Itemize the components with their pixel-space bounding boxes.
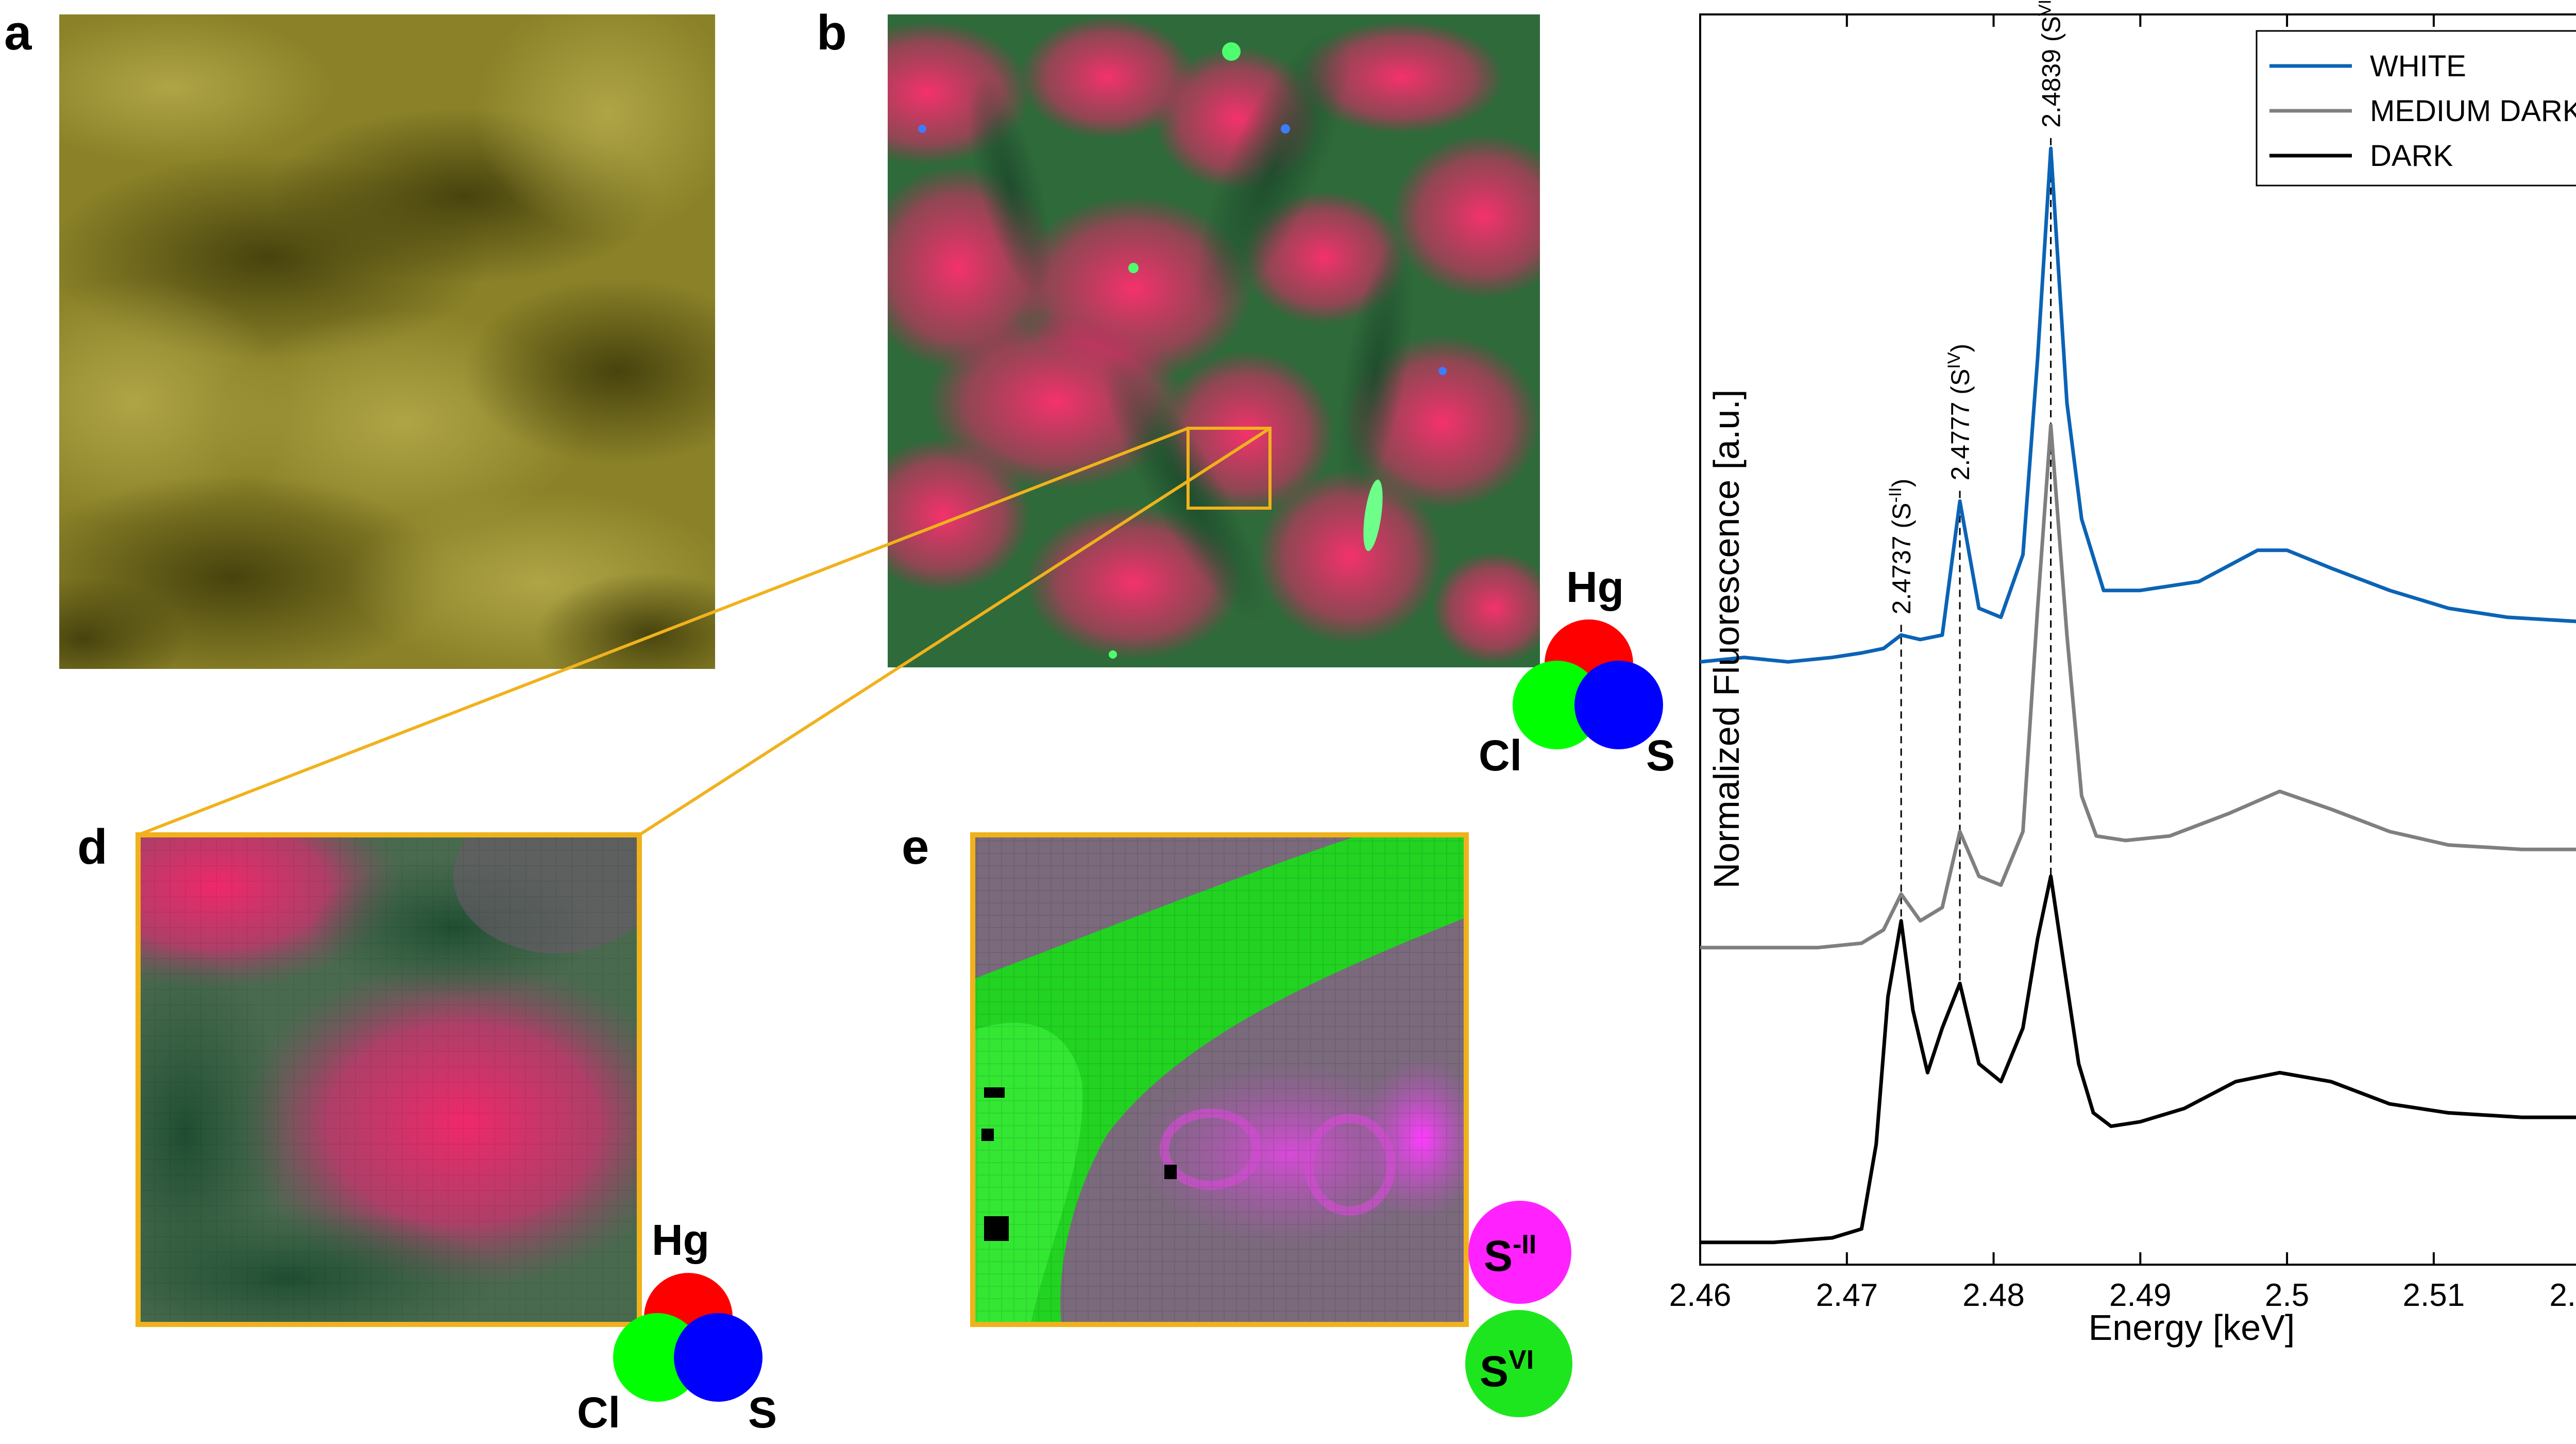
series-line-medium-dark xyxy=(1700,423,2576,950)
x-axis: 2.46 2.47 2.48 2.49 2.5 2.51 2.52 xyxy=(1669,14,2576,1313)
panel-label-e: e xyxy=(902,819,929,875)
panel-b-xrf-map xyxy=(888,14,1540,667)
x-tick-label: 2.46 xyxy=(1669,1278,1732,1313)
panel-a-optical-image xyxy=(59,14,715,669)
x-tick-label: 2.49 xyxy=(2109,1278,2172,1313)
x-tick-label: 2.52 xyxy=(2549,1278,2576,1313)
legend-label-white: WHITE xyxy=(2370,49,2466,83)
legend-label-medium-dark: MEDIUM DARK xyxy=(2370,94,2576,128)
series-line-white xyxy=(1700,146,2576,664)
panel-label-b: b xyxy=(817,5,847,60)
series-group xyxy=(1700,146,2576,1245)
legend-hg-d: Hg xyxy=(652,1216,709,1264)
panel-e-sulfur-map xyxy=(973,835,1466,1324)
rgb-legend-b: Hg Cl S xyxy=(1479,563,1675,780)
sulfur-legend-e: S-II SVI xyxy=(1465,1201,1572,1417)
panel-label-d: d xyxy=(77,819,108,875)
plot-area xyxy=(1699,13,2576,1266)
panel-label-a: a xyxy=(4,5,32,60)
series-line-dark xyxy=(1700,874,2576,1245)
legend-box xyxy=(2256,30,2576,187)
legend-s-minus-ii: S-II xyxy=(1484,1230,1536,1280)
rgb-legend-d: Hg Cl S xyxy=(577,1216,777,1437)
rgb-venn-b xyxy=(1513,619,1663,749)
panel-d-frame xyxy=(135,832,642,1327)
x-tick-label: 2.48 xyxy=(1962,1278,2025,1313)
legend-s-vi: SVI xyxy=(1480,1345,1534,1396)
x-tick-label: 2.51 xyxy=(2403,1278,2465,1313)
spectra-chart: 2.4737 (S-II) 2.4777 (SIV) 2.4839 (SVI) 2.… xyxy=(1669,0,2576,1348)
peak-label: 2.4777 (SIV) xyxy=(1944,344,1975,481)
peak-label: 2.4839 (SVI) xyxy=(2036,0,2066,128)
zoom-region-box xyxy=(1187,427,1272,510)
zoom-connector-left xyxy=(137,427,1189,836)
legend-s-d: S xyxy=(748,1388,777,1437)
panel-d-zoomed-map xyxy=(138,835,639,1324)
peak-label: 2.4737 (S-II) xyxy=(1886,479,1916,615)
legend-s-ii-circle xyxy=(1468,1201,1571,1304)
x-axis-label: Energy [keV] xyxy=(2089,1307,2295,1348)
chart-legend: WHITE MEDIUM DARK DARK xyxy=(2256,30,2576,187)
peak-marker-group: 2.4737 (S-II) 2.4777 (SIV) 2.4839 (SVI) xyxy=(1886,0,2066,984)
legend-label-dark: DARK xyxy=(2370,139,2453,173)
y-axis-label: Normalized Fluorescence [a.u.] xyxy=(1706,390,1747,889)
legend-hg-b: Hg xyxy=(1566,563,1624,611)
legend-cl-b: Cl xyxy=(1479,731,1522,780)
x-tick-label: 2.5 xyxy=(2265,1278,2309,1313)
zoom-connector-right xyxy=(638,427,1271,836)
legend-cl-d: Cl xyxy=(577,1388,620,1437)
legend-svi-circle xyxy=(1465,1310,1572,1417)
panel-e-frame xyxy=(970,832,1469,1327)
x-tick-label: 2.47 xyxy=(1816,1278,1878,1313)
legend-s-b: S xyxy=(1646,731,1675,780)
